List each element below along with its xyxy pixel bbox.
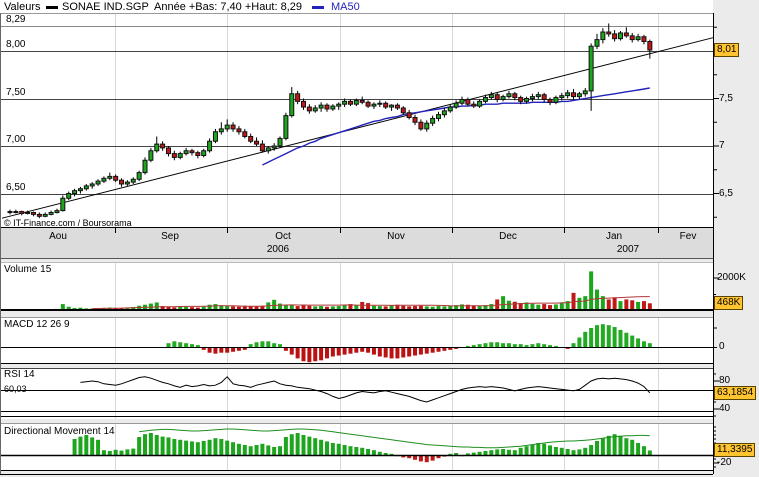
year-range-label: Année +Bas: 7,40 +Haut: 8,29 — [154, 1, 303, 13]
macd-axis-label: 0 — [719, 341, 725, 352]
last-volume-badge: 468K — [714, 296, 744, 311]
dm-panel-title: Directional Movement 14 — [4, 426, 115, 437]
rsi-panel-title: RSI 14 — [4, 369, 35, 380]
year-high-label: 8,29 — [6, 14, 26, 25]
x-axis-month-label: Jan — [605, 231, 623, 242]
price-axis-right-label: 7 — [719, 140, 725, 151]
x-axis-month-label: Oct — [275, 231, 291, 242]
symbol-swatch-icon — [46, 6, 58, 9]
x-axis-year-label: 2007 — [616, 244, 640, 255]
price-axis-left-label: 6,50 — [6, 181, 26, 193]
symbol-label: SONAE IND.SGP — [62, 1, 149, 13]
last-price-badge: 8,01 — [714, 43, 740, 58]
dm-axis-label: -20 — [717, 457, 732, 468]
price-axis-right-label: 7,5 — [719, 92, 733, 104]
ma50-swatch-icon — [312, 6, 324, 9]
macd-panel-title: MACD 12 26 9 — [4, 319, 70, 330]
price-axis-left-label: 7,50 — [6, 86, 26, 98]
x-axis-month-label: Fev — [679, 231, 697, 242]
x-axis-year-label: 2006 — [266, 244, 290, 255]
watermark: © IT-Finance.com / Boursorama — [4, 218, 132, 228]
price-axis-left-label: 7,00 — [6, 134, 26, 145]
volume-panel-title: Volume 15 — [4, 264, 52, 275]
rsi-axis-label: 80 — [719, 375, 731, 386]
x-axis-month-label: Aou — [49, 231, 67, 242]
x-axis-month-label: Dec — [499, 231, 517, 242]
volume-axis-label: 2000K — [717, 272, 746, 283]
rsi-level-label: 60,03 — [4, 384, 27, 394]
last-dm-badge: 11,3395 — [714, 443, 756, 458]
x-axis-month-label: Nov — [387, 231, 405, 242]
values-label: Valeurs — [4, 1, 41, 13]
price-axis-right-label: 6,5 — [719, 187, 733, 199]
x-axis-month-label: Sep — [161, 231, 179, 242]
rsi-axis-label: 40 — [719, 403, 731, 414]
ma50-label: MA50 — [331, 1, 360, 13]
last-rsi-badge: 63,1854 — [714, 385, 757, 400]
price-axis-left-label: 8,00 — [6, 39, 26, 50]
